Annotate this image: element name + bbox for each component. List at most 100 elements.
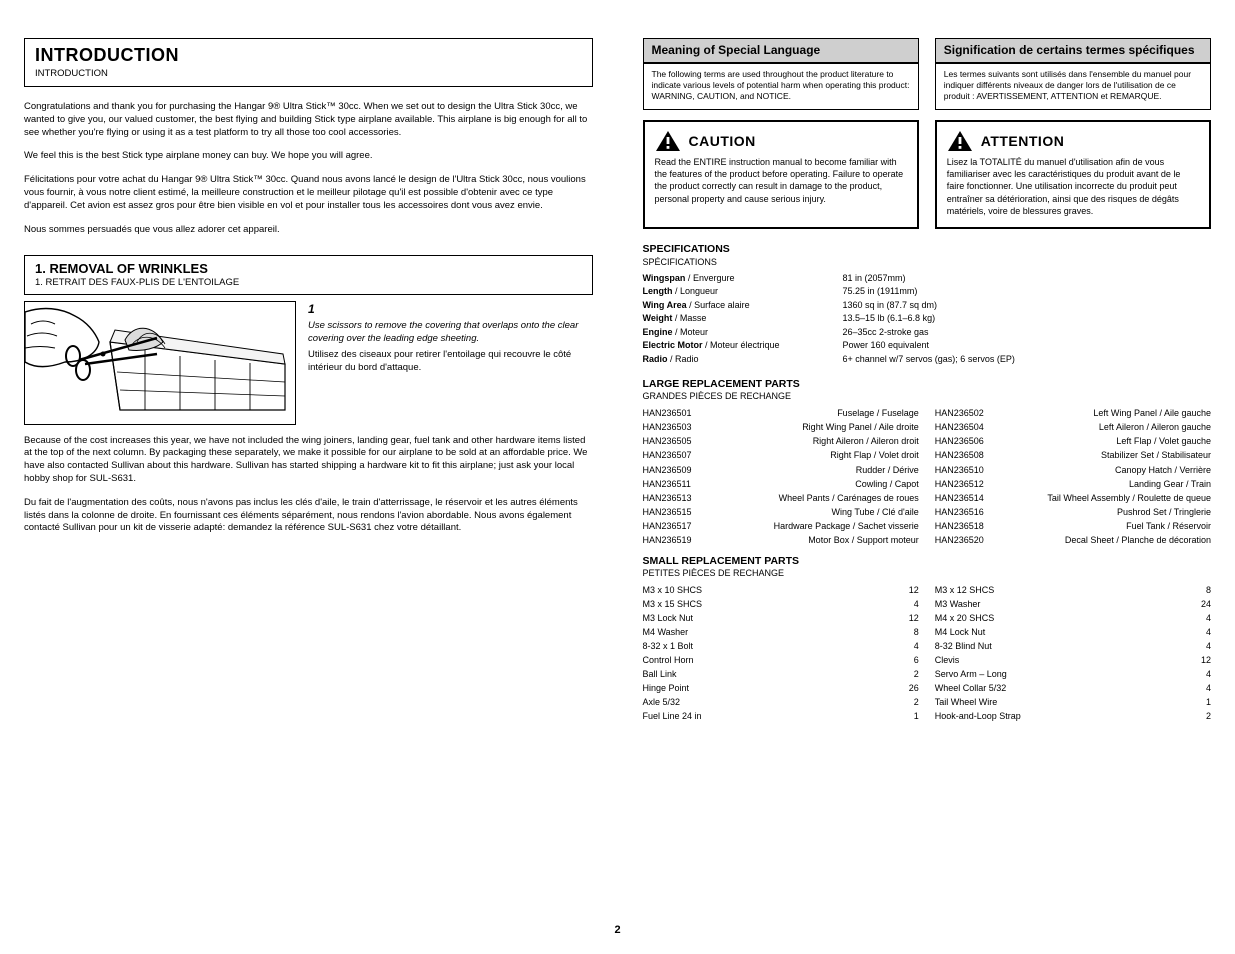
small-part-name: 8-32 x 1 Bolt [643, 640, 906, 653]
part-description: Rudder / Dérive [856, 464, 919, 477]
small-part-row: Servo Arm – Long 4 [935, 668, 1211, 681]
spec-value: 1360 sq in (87.7 sq dm) [843, 299, 1212, 313]
small-part-name: M3 x 15 SHCS [643, 598, 906, 611]
small-part-row: M3 Washer 24 [935, 598, 1211, 611]
meaning-title-fr: Signification de certains termes spécifi… [944, 43, 1202, 57]
part-description: Wheel Pants / Carénages de roues [779, 492, 919, 505]
part-row: HAN236518Fuel Tank / Réservoir [935, 520, 1211, 533]
large-parts-subtitle-fr: GRANDES PIÈCES DE RECHANGE [643, 391, 1212, 401]
covering-note-fr: Du fait de l'augmentation des coûts, nou… [24, 497, 593, 535]
small-part-name: Clevis [935, 654, 1193, 667]
small-part-row: Axle 5/322 [643, 696, 919, 709]
part-number: HAN236515 [643, 506, 824, 519]
small-part-name: Hook-and-Loop Strap [935, 710, 1198, 723]
small-part-name: Servo Arm – Long [935, 668, 1198, 681]
small-part-qty: 4 [1206, 668, 1211, 681]
large-parts-block: LARGE REPLACEMENT PARTS GRANDES PIÈCES D… [643, 378, 1212, 546]
small-part-qty: 4 [1206, 626, 1211, 639]
part-row: HAN236504Left Aileron / Aileron gauche [935, 421, 1211, 434]
intro-paragraph-1-en: Congratulations and thank you for purcha… [24, 101, 593, 139]
part-row: HAN236517Hardware Package / Sachet visse… [643, 520, 919, 533]
small-part-name: M3 Washer [935, 598, 1193, 611]
meaning-head-en: Meaning of Special Language [643, 38, 919, 64]
part-number: HAN236509 [643, 464, 848, 477]
small-part-qty: 1 [914, 710, 919, 723]
small-part-qty: 4 [1206, 682, 1211, 695]
small-part-name: Fuel Line 24 in [643, 710, 906, 723]
spec-value: 6+ channel w/7 servos (gas); 6 servos (E… [843, 353, 1212, 367]
small-part-row: Control Horn6 [643, 654, 919, 667]
small-part-name: M3 Lock Nut [643, 612, 901, 625]
part-number: HAN236501 [643, 407, 830, 420]
part-number: HAN236517 [643, 520, 766, 533]
spec-row: Engine / Moteur26–35cc 2-stroke gas [643, 326, 1212, 340]
part-row: HAN236508Stabilizer Set / Stabilisateur [935, 449, 1211, 462]
part-description: Fuselage / Fuselage [837, 407, 919, 420]
part-row: HAN236513 Wheel Pants / Carénages de roue… [643, 492, 919, 505]
small-part-row: M4 Lock Nut4 [935, 626, 1211, 639]
spec-label: Weight / Masse [643, 312, 843, 326]
small-part-qty: 4 [914, 598, 919, 611]
small-part-qty: 24 [1201, 598, 1211, 611]
spec-row: Radio / Radio6+ channel w/7 servos (gas)… [643, 353, 1212, 367]
caution-box-fr: ATTENTION Lisez la TOTALITÉ du manuel d'… [935, 120, 1211, 229]
caution-row: CAUTION Read the ENTIRE instruction manu… [643, 120, 1212, 229]
caution-box-en: CAUTION Read the ENTIRE instruction manu… [643, 120, 919, 229]
section-1-title: 1. REMOVAL OF WRINKLES [35, 261, 582, 276]
small-parts-block: SMALL REPLACEMENT PARTS PETITES PIÈCES D… [643, 555, 1212, 723]
part-number: HAN236507 [643, 449, 823, 462]
large-parts-grid: HAN236501 Fuselage / Fuselage HAN236502 Lef… [643, 407, 1212, 546]
small-part-name: 8-32 Blind Nut [935, 640, 1198, 653]
small-part-qty: 2 [914, 696, 919, 709]
part-row: HAN236511Cowling / Capot [643, 478, 919, 491]
small-part-name: M3 x 10 SHCS [643, 584, 901, 597]
small-part-row: Fuel Line 24 in 1 [643, 710, 919, 723]
part-row: HAN236507Right Flap / Volet droit [643, 449, 919, 462]
small-part-qty: 4 [1206, 612, 1211, 625]
part-number: HAN236511 [643, 478, 848, 491]
covering-note-en: Because of the cost increases this year,… [24, 435, 593, 486]
spec-label: Wing Area / Surface alaire [643, 299, 843, 313]
spec-value: Power 160 equivalent [843, 339, 1212, 353]
part-number: HAN236513 [643, 492, 771, 505]
part-row: HAN236512Landing Gear / Train [935, 478, 1211, 491]
small-parts-subtitle-fr: PETITES PIÈCES DE RECHANGE [643, 568, 1212, 578]
small-part-row: Hinge Point26 [643, 682, 919, 695]
small-part-qty: 2 [914, 668, 919, 681]
small-part-name: M3 x 12 SHCS [935, 584, 1198, 597]
spec-value: 13.5–15 lb (6.1–6.8 kg) [843, 312, 1212, 326]
warning-triangle-icon [947, 130, 973, 152]
small-part-name: M4 x 20 SHCS [935, 612, 1198, 625]
small-part-qty: 12 [1201, 654, 1211, 667]
meaning-box-fr: Signification de certains termes spécifi… [935, 38, 1211, 110]
specifications-subtitle-fr: SPÉCIFICATIONS [643, 257, 1212, 267]
spec-row: Wing Area / Surface alaire1360 sq in (87… [643, 299, 1212, 313]
specifications-title: SPECIFICATIONS [643, 243, 1212, 255]
part-number: HAN236519 [643, 534, 801, 547]
part-description: Tail Wheel Assembly / Roulette de queue [1047, 492, 1211, 505]
small-part-name: Control Horn [643, 654, 906, 667]
meaning-body-fr: Les termes suivants sont utilisés dans l… [935, 64, 1211, 110]
part-description: Right Wing Panel / Aile droite [802, 421, 919, 434]
step-1-number: 1 [308, 301, 593, 317]
caution-body-en: Read the ENTIRE instruction manual to be… [655, 156, 907, 205]
small-part-row: Tail Wheel Wire1 [935, 696, 1211, 709]
part-description: Fuel Tank / Réservoir [1126, 520, 1211, 533]
spec-row: Wingspan / Envergure81 in (2057mm) [643, 272, 1212, 286]
part-row: HAN236509 Rudder / Dérive [643, 464, 919, 477]
page-number: 2 [614, 924, 620, 936]
step-1-body-fr: Utilisez des ciseaux pour retirer l'ento… [308, 349, 571, 373]
manual-page: INTRODUCTION INTRODUCTION Congratulation… [0, 0, 1235, 954]
meaning-head-fr: Signification de certains termes spécifi… [935, 38, 1211, 64]
part-number: HAN236502 [935, 407, 1086, 420]
left-column: INTRODUCTION INTRODUCTION Congratulation… [24, 38, 593, 723]
scissors-cutting-illustration [25, 302, 295, 424]
part-description: Wing Tube / Clé d'aile [831, 506, 918, 519]
part-description: Left Wing Panel / Aile gauche [1093, 407, 1211, 420]
part-row: HAN236505Right Aileron / Aileron droit [643, 435, 919, 448]
small-part-row: M3 Lock Nut12 [643, 612, 919, 625]
small-part-row: 8-32 Blind Nut4 [935, 640, 1211, 653]
small-part-row: Hook-and-Loop Strap2 [935, 710, 1211, 723]
caution-title-en: CAUTION [689, 132, 756, 151]
spec-row: Electric Motor / Moteur électriquePower … [643, 339, 1212, 353]
